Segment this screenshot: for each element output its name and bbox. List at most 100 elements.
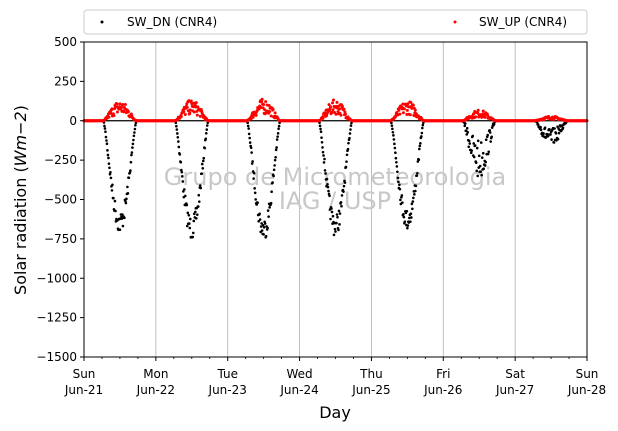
sw-dn-point (396, 176, 400, 180)
sw-dn-point (129, 160, 133, 164)
sw-dn-point (467, 145, 471, 149)
x-tick-label-date: Jun-25 (351, 383, 390, 397)
sw-up-point (115, 102, 119, 106)
y-axis-label: Solar radiation (Wm−2) (11, 105, 30, 295)
sw-dn-point (415, 174, 419, 177)
sw-up-point (115, 110, 119, 114)
sw-dn-point (271, 181, 274, 184)
sw-dn-point (107, 156, 110, 160)
sw-dn-point (482, 167, 486, 171)
sw-dn-point (550, 138, 553, 141)
sw-dn-point (487, 150, 491, 154)
sw-dn-point (549, 133, 552, 136)
sw-dn-point (188, 226, 192, 230)
sw-dn-point (327, 189, 330, 193)
sw-dn-point (132, 138, 135, 142)
sw-dn-point (104, 135, 108, 139)
sw-dn-point (180, 170, 184, 174)
sw-up-point (408, 113, 412, 117)
sw-dn-point (463, 124, 467, 128)
sw-dn-point (393, 142, 396, 146)
sw-dn-point (177, 145, 181, 149)
sw-dn-point (252, 171, 256, 175)
sw-dn-point (344, 165, 348, 169)
sw-dn-point (473, 144, 477, 147)
sw-dn-point (349, 124, 353, 127)
sw-dn-point (179, 160, 183, 164)
sw-dn-point (338, 223, 341, 226)
sw-dn-point (329, 217, 332, 221)
sw-dn-point (318, 124, 322, 128)
sw-dn-point (478, 164, 482, 168)
sw-dn-point (466, 130, 470, 134)
sw-dn-point (134, 123, 137, 127)
sw-dn-point (131, 146, 134, 149)
sw-dn-point (250, 162, 254, 165)
sw-dn-point (348, 136, 351, 140)
sw-dn-point (269, 201, 273, 205)
sw-dn-point (395, 165, 399, 168)
sw-dn-point (323, 169, 327, 172)
sw-dn-point (204, 137, 208, 141)
sw-dn-point (420, 131, 424, 135)
watermark: Grupo de Micrometeorologia IAG / USP (164, 163, 506, 215)
sw-up-point (122, 110, 126, 114)
sw-dn-point (336, 215, 339, 219)
sw-dn-point (184, 194, 187, 198)
sw-up-point (271, 107, 275, 111)
sw-dn-point (275, 138, 279, 141)
sw-up-point (342, 107, 346, 111)
sw-up-point (331, 101, 335, 105)
sw-dn-point (251, 160, 254, 163)
legend-label-sw-dn: SW_DN (CNR4) (127, 15, 217, 29)
sw-up-point (411, 103, 415, 107)
sw-dn-point (398, 183, 401, 187)
sw-dn-point (260, 222, 263, 225)
sw-dn-point (463, 122, 467, 125)
sw-dn-point (420, 135, 423, 138)
sw-dn-point (176, 135, 180, 139)
sw-up-point (188, 108, 192, 112)
sw-dn-point (200, 172, 204, 175)
sw-dn-point (270, 190, 273, 194)
sw-dn-point (258, 212, 261, 216)
sw-up-point (401, 111, 405, 115)
sw-up-point (337, 107, 341, 111)
x-tick-label-date: Jun-21 (64, 383, 103, 397)
sw-up-point (406, 102, 410, 106)
sw-dn-point (556, 137, 560, 141)
sw-dn-point (419, 142, 422, 145)
sw-dn-point (130, 153, 133, 157)
sw-dn-point (188, 217, 192, 221)
sw-dn-point (345, 160, 348, 163)
sw-dn-point (557, 131, 561, 135)
sw-dn-point (334, 230, 337, 233)
sw-dn-point (346, 147, 350, 151)
sw-dn-point (273, 158, 277, 162)
x-tick-label-date: Jun-23 (208, 383, 247, 397)
sw-dn-point (197, 193, 201, 197)
sw-dn-point (536, 123, 540, 126)
sw-dn-point (319, 130, 323, 133)
sw-dn-point (196, 205, 200, 208)
sw-dn-point (192, 212, 196, 216)
x-axis-ticks: Sun Jun-21 Mon Jun-22 Tue Jun-23 Wed Jun-24 Thu J… (64, 357, 606, 397)
sw-up-point (196, 105, 200, 109)
sw-dn-point (546, 134, 550, 138)
sw-up-point (402, 107, 406, 111)
y-tick-label: −250 (44, 153, 77, 167)
x-tick-label-date: Jun-24 (279, 383, 318, 397)
sw-up-point (410, 106, 414, 110)
sw-dn-point (323, 157, 326, 161)
sw-dn-point (480, 156, 484, 159)
sw-dn-point (488, 131, 492, 134)
sw-dn-point (328, 194, 331, 198)
sw-dn-point (176, 132, 179, 135)
sw-dn-point (342, 190, 345, 193)
x-tick-label-date: Jun-26 (423, 383, 462, 397)
x-tick-label-date: Jun-27 (495, 383, 534, 397)
sw-dn-point (337, 228, 340, 232)
sw-dn-point (552, 141, 556, 144)
sw-dn-point (322, 154, 325, 157)
